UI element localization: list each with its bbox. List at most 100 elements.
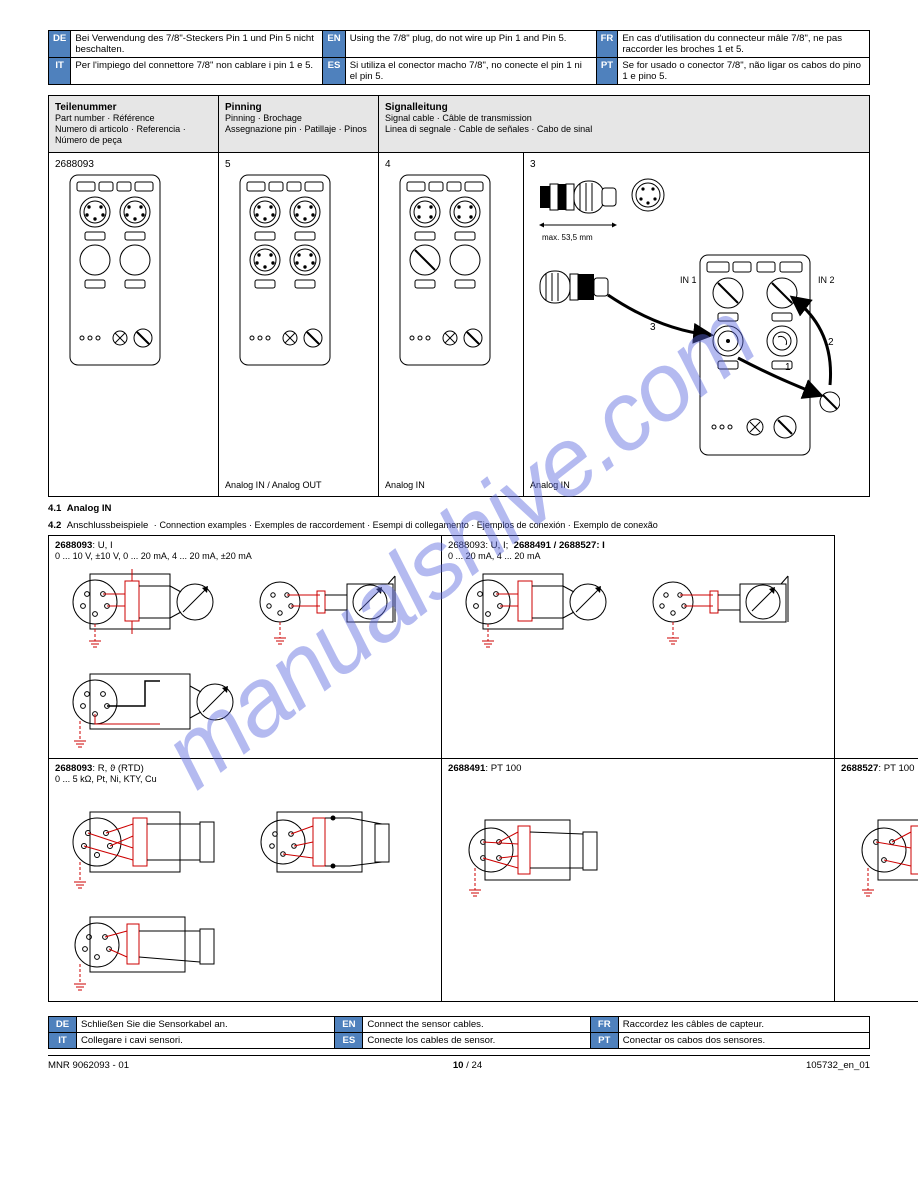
header-sub: Assegnazione pin · Patillaje · Pinos [225, 124, 367, 134]
lang-cell: PT [590, 1033, 618, 1049]
header-sub: Numero di articolo · Referencia · Número… [55, 124, 186, 145]
part-no: 2688093 [55, 159, 212, 170]
footer: MNR 9062093 - 01 10 / 24 105732_en_01 [48, 1055, 870, 1071]
note: Analog IN [385, 480, 517, 490]
instr-cell: Raccordez les câbles de capteur. [618, 1017, 869, 1033]
instr-cell: Collegare i cavi sensori. [77, 1033, 335, 1049]
signal-diagram: max. 53,5 mm [530, 170, 840, 470]
max-label: max. 53,5 mm [542, 233, 593, 242]
lang-cell: IT [49, 1033, 77, 1049]
num-1: 1 [785, 362, 791, 373]
table-row: IT Per l'impiego del connettore 7/8" non… [49, 58, 870, 85]
code: 2688093 [55, 763, 92, 774]
table-row: DE Schließen Sie die Sensorkabel an. EN … [49, 1017, 870, 1033]
page-total: / 24 [464, 1060, 483, 1071]
header-pin: Pinning Pinning · Brochage Assegnazione … [219, 96, 379, 153]
wiring-i-cell: 2688093: U, I; 2688491 / 2688527: I 0 ..… [442, 536, 835, 759]
variant-cell-pin-1: 5 [219, 153, 379, 497]
wiring-pt100-4pin-cell: 2688491: PT 100 [442, 759, 835, 1002]
top-instruction-table: DE Bei Verwendung des 7/8"-Steckers Pin … [48, 30, 870, 85]
range: 0 ... 10 V, ±10 V, 0 ... 20 mA, 4 ... 20… [55, 551, 435, 561]
instr-cell: Conecte los cables de sensor. [363, 1033, 590, 1049]
header-signal: Signalleitung Signal cable · Câble de tr… [379, 96, 870, 153]
note: Analog IN [530, 480, 863, 490]
table-row: 2688093 [49, 153, 870, 497]
section-title: Analog IN [67, 503, 112, 514]
section-header: 4.1 Analog IN [48, 503, 870, 514]
header-title: Teilenummer [55, 102, 117, 113]
wiring-diagram [448, 561, 828, 661]
table-row: 2688093: U, I 0 ... 10 V, ±10 V, 0 ... 2… [49, 536, 918, 759]
code-rest: : PT 100 [878, 763, 914, 774]
code-pre: 2688093: U, I; [448, 540, 508, 551]
module-icon [225, 170, 345, 370]
code: 2688491 [448, 763, 485, 774]
instr-cell: Schließen Sie die Sensorkabel an. [77, 1017, 335, 1033]
code-rest: : PT 100 [485, 763, 521, 774]
bottom-instruction-table: DE Schließen Sie die Sensorkabel an. EN … [48, 1016, 870, 1049]
header-sub: Pinning · Brochage [225, 113, 302, 123]
instr-cell: Using the 7/8" plug, do not wire up Pin … [345, 31, 596, 58]
wiring-diagram [841, 774, 918, 934]
wiring-diagram [55, 784, 435, 994]
pin-count: 3 [530, 159, 863, 170]
instr-cell: Per l'impiego del connettore 7/8" non ca… [71, 58, 323, 85]
footer-left: MNR 9062093 - 01 [48, 1060, 129, 1071]
wiring-table: 2688093: U, I 0 ... 10 V, ±10 V, 0 ... 2… [48, 535, 918, 1002]
lang-cell: FR [590, 1017, 618, 1033]
section-title: Anschlussbeispiele [67, 520, 149, 531]
variants-table: Teilenummer Part number · Référence Nume… [48, 95, 870, 497]
section-number: 4.2 [48, 520, 61, 531]
lang-cell: FR [596, 31, 618, 58]
label-in1: IN 1 [680, 275, 697, 285]
lang-cell: EN [323, 31, 345, 58]
pin-count: 4 [385, 159, 517, 170]
header-title: Pinning [225, 102, 262, 113]
code-rest: : R, ϑ (RTD) [92, 763, 143, 774]
code: 2688093 [55, 540, 92, 551]
instr-cell: Bei Verwendung des 7/8"-Steckers Pin 1 u… [71, 31, 323, 58]
module-icon [55, 170, 175, 370]
footer-center: 10 / 24 [453, 1060, 482, 1071]
range: 0 ... 5 kΩ, Pt, Ni, KTY, Cu [55, 774, 435, 784]
label-in2: IN 2 [818, 275, 835, 285]
module-icon [385, 170, 505, 370]
instr-cell: En cas d'utilisation du connecteur mâle … [618, 31, 870, 58]
footer-right: 105732_en_01 [806, 1060, 870, 1071]
page: DE Bei Verwendung des 7/8"-Steckers Pin … [0, 0, 918, 1091]
lang-cell: IT [49, 58, 71, 85]
code: 2688527 [841, 763, 878, 774]
signal-cell: 3 [524, 153, 870, 497]
instr-cell: Si utiliza el conector macho 7/8", no co… [345, 58, 596, 85]
wiring-diagram [448, 774, 628, 934]
header-part: Teilenummer Part number · Référence Nume… [49, 96, 219, 153]
lang-cell: PT [596, 58, 618, 85]
table-row: 2688093: R, ϑ (RTD) 0 ... 5 kΩ, Pt, Ni, … [49, 759, 918, 1002]
lang-cell: DE [49, 1017, 77, 1033]
lang-cell: ES [323, 58, 345, 85]
num-2: 2 [828, 337, 834, 348]
instr-cell: Se for usado o conector 7/8", não ligar … [618, 58, 870, 85]
table-row: Teilenummer Part number · Référence Nume… [49, 96, 870, 153]
header-sub: Linea di segnale · Cable de señales · Ca… [385, 124, 592, 134]
section-header: 4.2 Anschlussbeispiele · Connection exam… [48, 520, 870, 531]
wiring-pt100-3pin-cell: 2688527: PT 100 [835, 759, 918, 1002]
header-sub: Part number · Référence [55, 113, 155, 123]
num-3: 3 [650, 322, 656, 333]
lang-cell: ES [335, 1033, 363, 1049]
lang-cell: EN [335, 1017, 363, 1033]
table-row: DE Bei Verwendung des 7/8"-Steckers Pin … [49, 31, 870, 58]
instr-cell: Conectar os cabos dos sensores. [618, 1033, 869, 1049]
pin-count: 5 [225, 159, 372, 170]
header-sub: Signal cable · Câble de transmission [385, 113, 532, 123]
table-row: IT Collegare i cavi sensori. ES Conecte … [49, 1033, 870, 1049]
codes: 2688491 / 2688527: I [514, 540, 605, 551]
instr-cell: Connect the sensor cables. [363, 1017, 590, 1033]
section-alt: Connection examples · Exemples de raccor… [159, 520, 657, 530]
variant-cell-1: 2688093 [49, 153, 219, 497]
lang-cell: DE [49, 31, 71, 58]
range: 0 ... 20 mA, 4 ... 20 mA [448, 551, 828, 561]
header-title: Signalleitung [385, 102, 448, 113]
variant-cell-pin-2: 4 [379, 153, 524, 497]
note: Analog IN / Analog OUT [225, 480, 372, 490]
